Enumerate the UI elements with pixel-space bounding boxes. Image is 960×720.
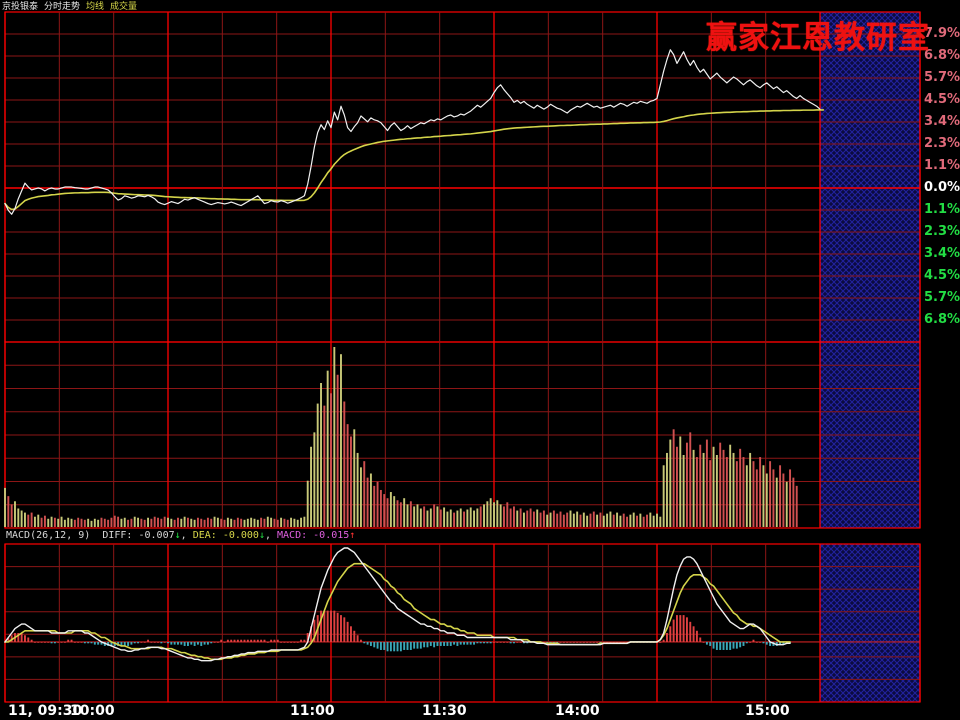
time-axis-tick: 11, 09:30 [8,703,83,719]
price-axis-tick: 5.7% [924,290,960,305]
chart-title-bar: 京投银泰 分时走势 均线 成交量 [2,1,137,13]
price-axis-tick: 3.4% [924,114,960,129]
price-axis-tick: 1.1% [924,158,960,173]
time-axis-tick: 10:00 [70,703,115,719]
macd-macd-label: MACD: [277,530,308,541]
price-axis-tick: 6.8% [924,312,960,327]
price-axis-tick: 7.9% [924,26,960,41]
price-axis-tick: 5.7% [924,70,960,85]
time-axis-tick: 14:00 [555,703,600,719]
price-axis-tick: 1.1% [924,202,960,217]
price-axis-tick: 0.0% [924,180,960,195]
macd-dea-value: -0.000 [222,530,259,541]
price-axis-tick: 2.3% [924,136,960,151]
price-axis-tick: 2.3% [924,224,960,239]
stock-name-label: 京投银泰 [2,2,39,12]
price-axis-tick: 3.4% [924,246,960,261]
chart-mode-label: 分时走势 [44,2,81,12]
macd-diff-arrow-icon: ↓ [174,530,181,541]
macd-indicator-label: MACD(26,12, 9) [6,530,91,541]
macd-readout: MACD(26,12, 9) DIFF: -0.007↓, DEA: -0.00… [6,530,356,541]
macd-diff-label: DIFF: [102,530,133,541]
macd-macd-arrow-icon: ↑ [349,530,356,541]
price-axis-tick: 4.5% [924,268,960,283]
time-axis-tick: 11:00 [290,703,335,719]
time-axis-tick: 15:00 [745,703,790,719]
time-axis-tick: 11:30 [422,703,467,719]
macd-diff-value: -0.007 [138,530,175,541]
macd-dea-arrow-icon: ↓ [258,530,265,541]
watermark-text: 赢家江恩教研室 [706,20,930,56]
volume-legend-label: 成交量 [110,2,138,12]
macd-dea-label: DEA: [192,530,217,541]
ma-legend-label: 均线 [86,2,105,12]
price-axis-tick: 4.5% [924,92,960,107]
price-axis-tick: 6.8% [924,48,960,63]
macd-macd-value: -0.015 [313,530,350,541]
